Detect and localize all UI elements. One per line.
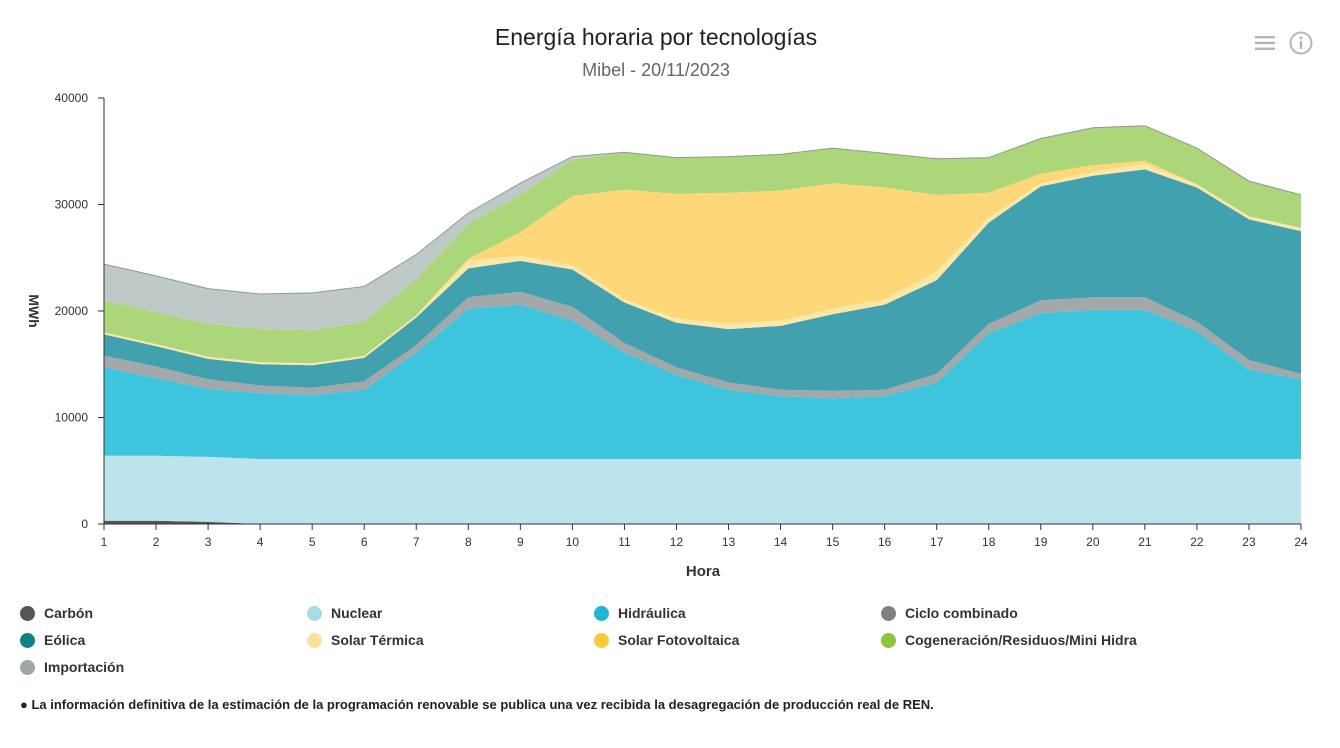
legend-item[interactable]: Eólica [20,629,85,651]
series-area-8[interactable] [104,125,1301,331]
legend-marker [20,605,35,621]
x-tick-label: 2 [153,535,160,549]
x-tick-label: 8 [465,535,472,549]
x-tick-label: 17 [930,535,944,549]
legend-marker [594,632,609,648]
legend-label: Carbón [44,605,93,621]
x-tick-label: 21 [1138,535,1152,549]
legend-label: Hidráulica [618,605,686,621]
legend-marker [307,632,322,648]
x-tick-label: 4 [257,535,264,549]
legend-item[interactable]: Cogeneración/Residuos/Mini Hidra [881,629,1137,651]
x-tick-label: 22 [1190,535,1204,549]
x-tick-label: 9 [517,535,524,549]
legend-item[interactable]: Carbón [20,602,93,624]
x-tick-label: 12 [670,535,684,549]
y-tick-label: 40000 [55,91,89,105]
legend-item[interactable]: Nuclear [307,602,382,624]
series-area-7[interactable] [104,125,1301,364]
x-tick-label: 3 [205,535,212,549]
series-area-2[interactable] [104,304,1301,459]
x-tick-label: 6 [361,535,368,549]
total-outline [103,125,1302,295]
x-tick-label: 18 [982,535,996,549]
legend-marker [881,632,896,648]
y-tick-label: 30000 [55,198,89,212]
y-axis-label: MWh [26,294,42,327]
x-tick-label: 24 [1294,535,1308,549]
legend-item[interactable]: Solar Térmica [307,629,424,651]
x-tick-label: 15 [826,535,840,549]
x-tick-label: 7 [413,535,420,549]
x-tick-label: 1 [101,535,108,549]
legend-label: Importación [44,659,125,675]
legend-marker [20,632,35,648]
x-tick-label: 5 [309,535,316,549]
chart-subtitle: Mibel - 20/11/2023 [582,60,730,80]
x-tick-label: 10 [566,535,580,549]
hamburger-menu-icon[interactable] [1252,30,1278,56]
legend-marker [881,605,896,621]
y-tick-label: 20000 [55,304,89,318]
x-tick-label: 23 [1242,535,1256,549]
footnote: ● La información definitiva de la estima… [20,697,934,712]
y-tick-label: 10000 [55,411,89,425]
series-area-6[interactable] [104,160,1301,364]
x-tick-label: 19 [1034,535,1048,549]
x-tick-label: 16 [878,535,892,549]
legend-marker [307,605,322,621]
legend-label: Solar Térmica [331,632,424,648]
chart-title: Energía horaria por tecnologías [494,24,818,50]
legend-item[interactable]: Ciclo combinado [881,602,1018,624]
legend-label: Nuclear [331,605,383,621]
legend-item[interactable]: Hidráulica [594,602,686,624]
x-tick-label: 13 [722,535,736,549]
legend-label: Cogeneración/Residuos/Mini Hidra [905,632,1137,648]
series-area-3[interactable] [104,291,1301,399]
legend-item[interactable]: Importación [20,656,124,678]
series-area-5[interactable] [104,164,1301,366]
legend-label: Solar Fotovoltaica [618,632,740,648]
legend-marker [594,605,609,621]
x-tick-label: 11 [618,535,631,549]
y-tick-label: 0 [81,517,88,531]
legend-item[interactable]: Solar Fotovoltaica [594,629,739,651]
x-axis-label: Hora [686,563,721,580]
legend-label: Ciclo combinado [905,605,1018,621]
chart-areas [103,125,1302,524]
series-area-1[interactable] [104,455,1301,524]
series-area-4[interactable] [104,169,1301,391]
legend-marker [20,659,35,675]
legend-label: Eólica [44,632,86,648]
x-tick-label: 14 [774,535,788,549]
info-circle-icon[interactable] [1288,30,1314,56]
chart-legend: Carbón Nuclear Hidráulica Ciclo combinado Eó… [20,602,1320,686]
y-axis-ticks: 0 10000 20000 30000 40000 [55,91,104,531]
x-axis-ticks: 1 2 3 4 5 6 7 8 9 10 11 12 13 14 15 16 17 18 19 20 21 22 23 24 [101,524,1308,549]
x-tick-label: 20 [1086,535,1100,549]
